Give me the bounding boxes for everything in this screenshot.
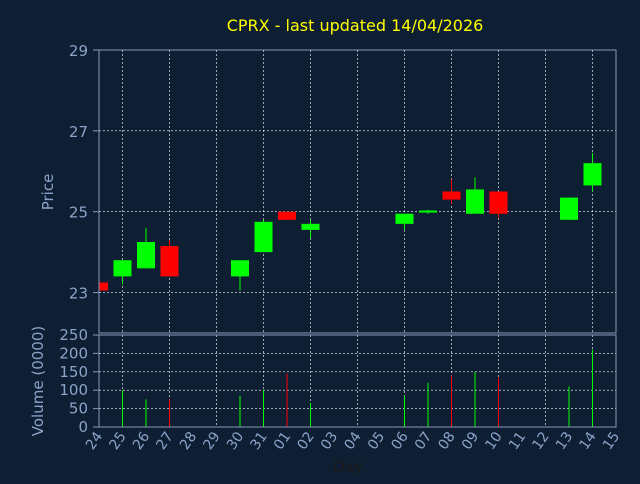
chart-title: CPRX - last updated 14/04/2026 (227, 16, 484, 35)
volume-bars (122, 349, 593, 427)
x-tick-label: 25 (106, 429, 129, 453)
volume-tick-label: 100 (59, 381, 88, 399)
candle-body (489, 191, 508, 214)
volume-tick-label: 50 (69, 400, 88, 418)
x-tick-label: 26 (130, 429, 153, 453)
x-tick-label: 13 (553, 429, 576, 453)
x-tick-label: 01 (271, 429, 294, 453)
candle-body (442, 191, 461, 200)
price-tick-label: 23 (69, 285, 88, 303)
candle-body (278, 211, 296, 220)
x-tick-label: 08 (435, 429, 458, 453)
candle-body (99, 282, 108, 291)
candle-body (254, 221, 273, 253)
x-tick-label: 12 (529, 429, 552, 453)
volume-axis-label: Volume (0000) (29, 326, 47, 436)
candle-body (301, 223, 320, 230)
candle-body (583, 163, 602, 186)
price-tick-label: 25 (69, 204, 88, 222)
candle-body (560, 197, 578, 220)
candle-body (160, 246, 179, 277)
price-panel-frame (98, 49, 617, 334)
volume-grid (99, 335, 616, 427)
x-tick-label: 27 (153, 429, 176, 453)
x-axis-label: Day (333, 458, 363, 476)
x-tick-label: 03 (318, 429, 341, 453)
x-tick-label: 04 (341, 429, 364, 453)
x-tick-label: 11 (506, 429, 529, 453)
candle-body (419, 210, 437, 213)
candle-body (113, 260, 132, 277)
price-tick-label: 29 (69, 42, 88, 60)
volume-tick-label: 150 (59, 363, 88, 381)
x-tick-label: 14 (576, 429, 599, 453)
price-ticks: 29 27 25 23 (69, 42, 99, 303)
x-tick-label: 15 (600, 429, 623, 453)
volume-panel-frame (98, 334, 617, 428)
price-grid (99, 49, 616, 333)
price-tick-label: 27 (69, 123, 88, 141)
x-ticks: 24 25 26 27 28 29 30 31 01 02 03 04 05 06 07 08 09 10 11 12… (83, 429, 623, 453)
price-axis-label: Price (39, 174, 57, 211)
candle-body (395, 213, 414, 224)
candle-body (466, 189, 484, 214)
x-tick-label: 29 (200, 429, 223, 453)
x-tick-label: 31 (247, 429, 270, 453)
volume-tick-label: 200 (59, 344, 88, 362)
x-tick-label: 10 (482, 429, 505, 453)
x-tick-label: 28 (177, 429, 200, 453)
x-tick-label: 09 (459, 429, 482, 453)
x-tick-label: 05 (365, 429, 388, 453)
volume-tick-label: 250 (59, 326, 88, 344)
x-tick-label: 02 (294, 429, 317, 453)
x-tick-label: 07 (412, 429, 435, 453)
candle-body (231, 260, 249, 277)
x-tick-label: 30 (224, 429, 247, 453)
candles (98, 153, 602, 291)
volume-tick-label: 0 (78, 418, 88, 436)
x-tick-label: 06 (388, 429, 411, 453)
candle-body (137, 242, 155, 269)
